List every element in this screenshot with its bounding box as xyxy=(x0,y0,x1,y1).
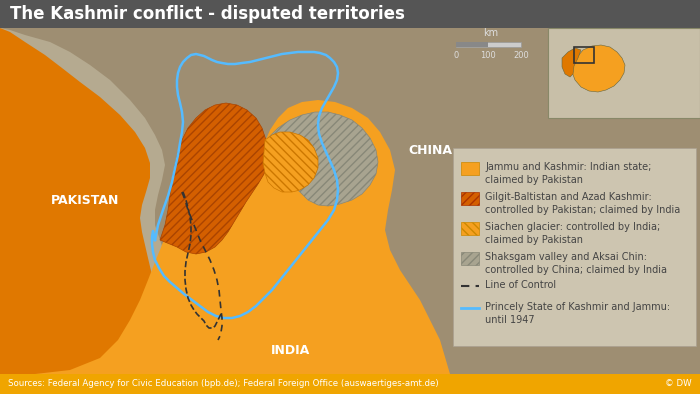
Text: 200: 200 xyxy=(513,51,529,60)
Bar xyxy=(456,42,521,47)
Text: Gilgit-Baltistan and Azad Kashmir:
controlled by Pakistan; claimed by India: Gilgit-Baltistan and Azad Kashmir: contr… xyxy=(485,192,680,215)
Text: Princely State of Kashmir and Jammu:
until 1947: Princely State of Kashmir and Jammu: unt… xyxy=(485,302,670,325)
Text: km: km xyxy=(484,28,498,38)
Bar xyxy=(0,374,700,394)
Bar xyxy=(461,162,479,175)
Text: Siachen glacier: controlled by India;
claimed by Pakistan: Siachen glacier: controlled by India; cl… xyxy=(485,222,660,245)
Text: © DW: © DW xyxy=(666,379,692,388)
Text: The Kashmir conflict - disputed territories: The Kashmir conflict - disputed territor… xyxy=(10,5,405,23)
Polygon shape xyxy=(268,112,378,206)
Polygon shape xyxy=(562,48,581,77)
Bar xyxy=(456,42,488,47)
Polygon shape xyxy=(572,45,625,92)
Text: Line of Control: Line of Control xyxy=(485,280,556,290)
Bar xyxy=(0,0,700,28)
Text: 0: 0 xyxy=(454,51,458,60)
Text: CHINA: CHINA xyxy=(408,143,452,156)
Bar xyxy=(453,148,696,346)
Text: INDIA: INDIA xyxy=(270,344,309,357)
Text: Jammu and Kashmir: Indian state;
claimed by Pakistan: Jammu and Kashmir: Indian state; claimed… xyxy=(485,162,652,185)
Text: Shaksgam valley and Aksai Chin:
controlled by China; claimed by India: Shaksgam valley and Aksai Chin: controll… xyxy=(485,252,667,275)
Text: PAKISTAN: PAKISTAN xyxy=(51,193,119,206)
Bar xyxy=(461,222,479,235)
Bar xyxy=(574,47,594,63)
Polygon shape xyxy=(160,138,336,326)
Bar xyxy=(548,28,700,118)
Polygon shape xyxy=(0,100,450,374)
Text: 100: 100 xyxy=(480,51,496,60)
Polygon shape xyxy=(0,28,160,374)
Bar xyxy=(461,192,479,205)
Polygon shape xyxy=(0,28,200,374)
Polygon shape xyxy=(263,132,318,192)
Bar xyxy=(461,252,479,265)
Text: Sources: Federal Agency for Civic Education (bpb.de); Federal Foreign Office (au: Sources: Federal Agency for Civic Educat… xyxy=(8,379,439,388)
Polygon shape xyxy=(160,103,268,254)
